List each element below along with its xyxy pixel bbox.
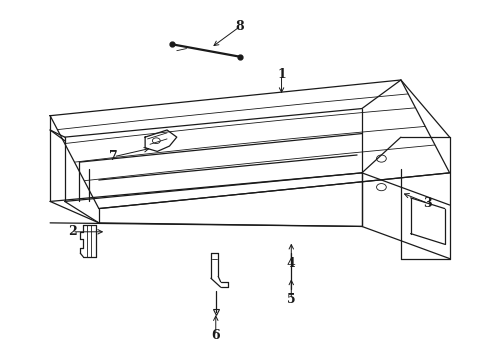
- Text: 4: 4: [287, 257, 295, 270]
- Text: 2: 2: [68, 225, 76, 238]
- Text: 6: 6: [212, 329, 220, 342]
- Text: 1: 1: [277, 68, 286, 81]
- Text: 3: 3: [423, 197, 432, 210]
- Text: 8: 8: [236, 20, 245, 33]
- Text: 7: 7: [109, 150, 118, 163]
- Text: 5: 5: [287, 293, 295, 306]
